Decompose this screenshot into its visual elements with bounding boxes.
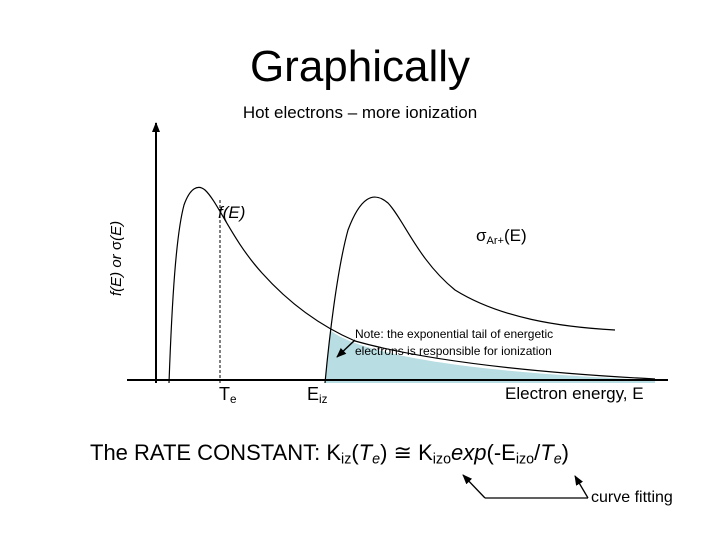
- rate-slash: /: [534, 440, 541, 465]
- sigma-curve-label: σAr+(E): [476, 226, 527, 247]
- slide-subtitle: Hot electrons – more ionization: [242, 103, 478, 122]
- eiz-main: E: [307, 384, 320, 404]
- y-axis-label-sigma: σ: [108, 240, 125, 251]
- rate-end: ): [561, 440, 569, 465]
- eiz-tick-label: Eiz: [307, 384, 327, 406]
- note-arrow: [336, 339, 356, 358]
- rate-lead: The RATE CONSTANT: K: [90, 440, 342, 465]
- te-tick-label: Te: [219, 384, 237, 406]
- f-curve-label: f(E): [218, 203, 246, 222]
- e-subscript: izo: [515, 451, 535, 468]
- sigma-symbol: σ: [476, 226, 487, 245]
- x-axis-label: Electron energy, E: [505, 384, 644, 403]
- y-axis-label-prefix: f(E) or: [108, 250, 125, 296]
- rate-exp: exp: [451, 440, 487, 465]
- k0-subscript: izo: [432, 451, 452, 468]
- ionization-overlap-region: [325, 331, 655, 383]
- eiz-subscript: iz: [319, 392, 328, 406]
- rate-te: T: [358, 440, 373, 465]
- rate-te2-subscript: e: [553, 451, 562, 468]
- fit-arrow-e: [574, 475, 589, 499]
- k-subscript: iz: [341, 451, 352, 468]
- te-main: T: [219, 384, 230, 404]
- fit-arrow-k: [462, 474, 486, 499]
- curve-fitting-label: curve fitting: [591, 489, 673, 506]
- rate-close-paren: ): [380, 440, 388, 465]
- te-subscript: e: [230, 392, 237, 406]
- rate-open-paren: (: [351, 440, 359, 465]
- y-axis-label: f(E) or σ(E): [108, 221, 125, 296]
- rate-exp-open: (-E: [486, 440, 516, 465]
- distribution-curve-f: [168, 186, 656, 384]
- rate-te-subscript: e: [372, 451, 381, 468]
- sigma-suffix: (E): [504, 226, 527, 245]
- rate-constant-equation: The RATE CONSTANT: Kiz(Te) ≅ Kizoexp(-Ei…: [90, 440, 569, 468]
- rate-approx: ≅ K: [387, 440, 433, 465]
- y-axis-label-suffix: (E): [108, 220, 125, 241]
- note-text: Note: the exponential tail of energetic …: [355, 327, 554, 358]
- rate-te2: T: [540, 440, 554, 465]
- sigma-subscript: Ar+: [486, 234, 505, 247]
- cross-section-curve-sigma: [324, 196, 616, 384]
- slide-title: Graphically: [249, 42, 471, 91]
